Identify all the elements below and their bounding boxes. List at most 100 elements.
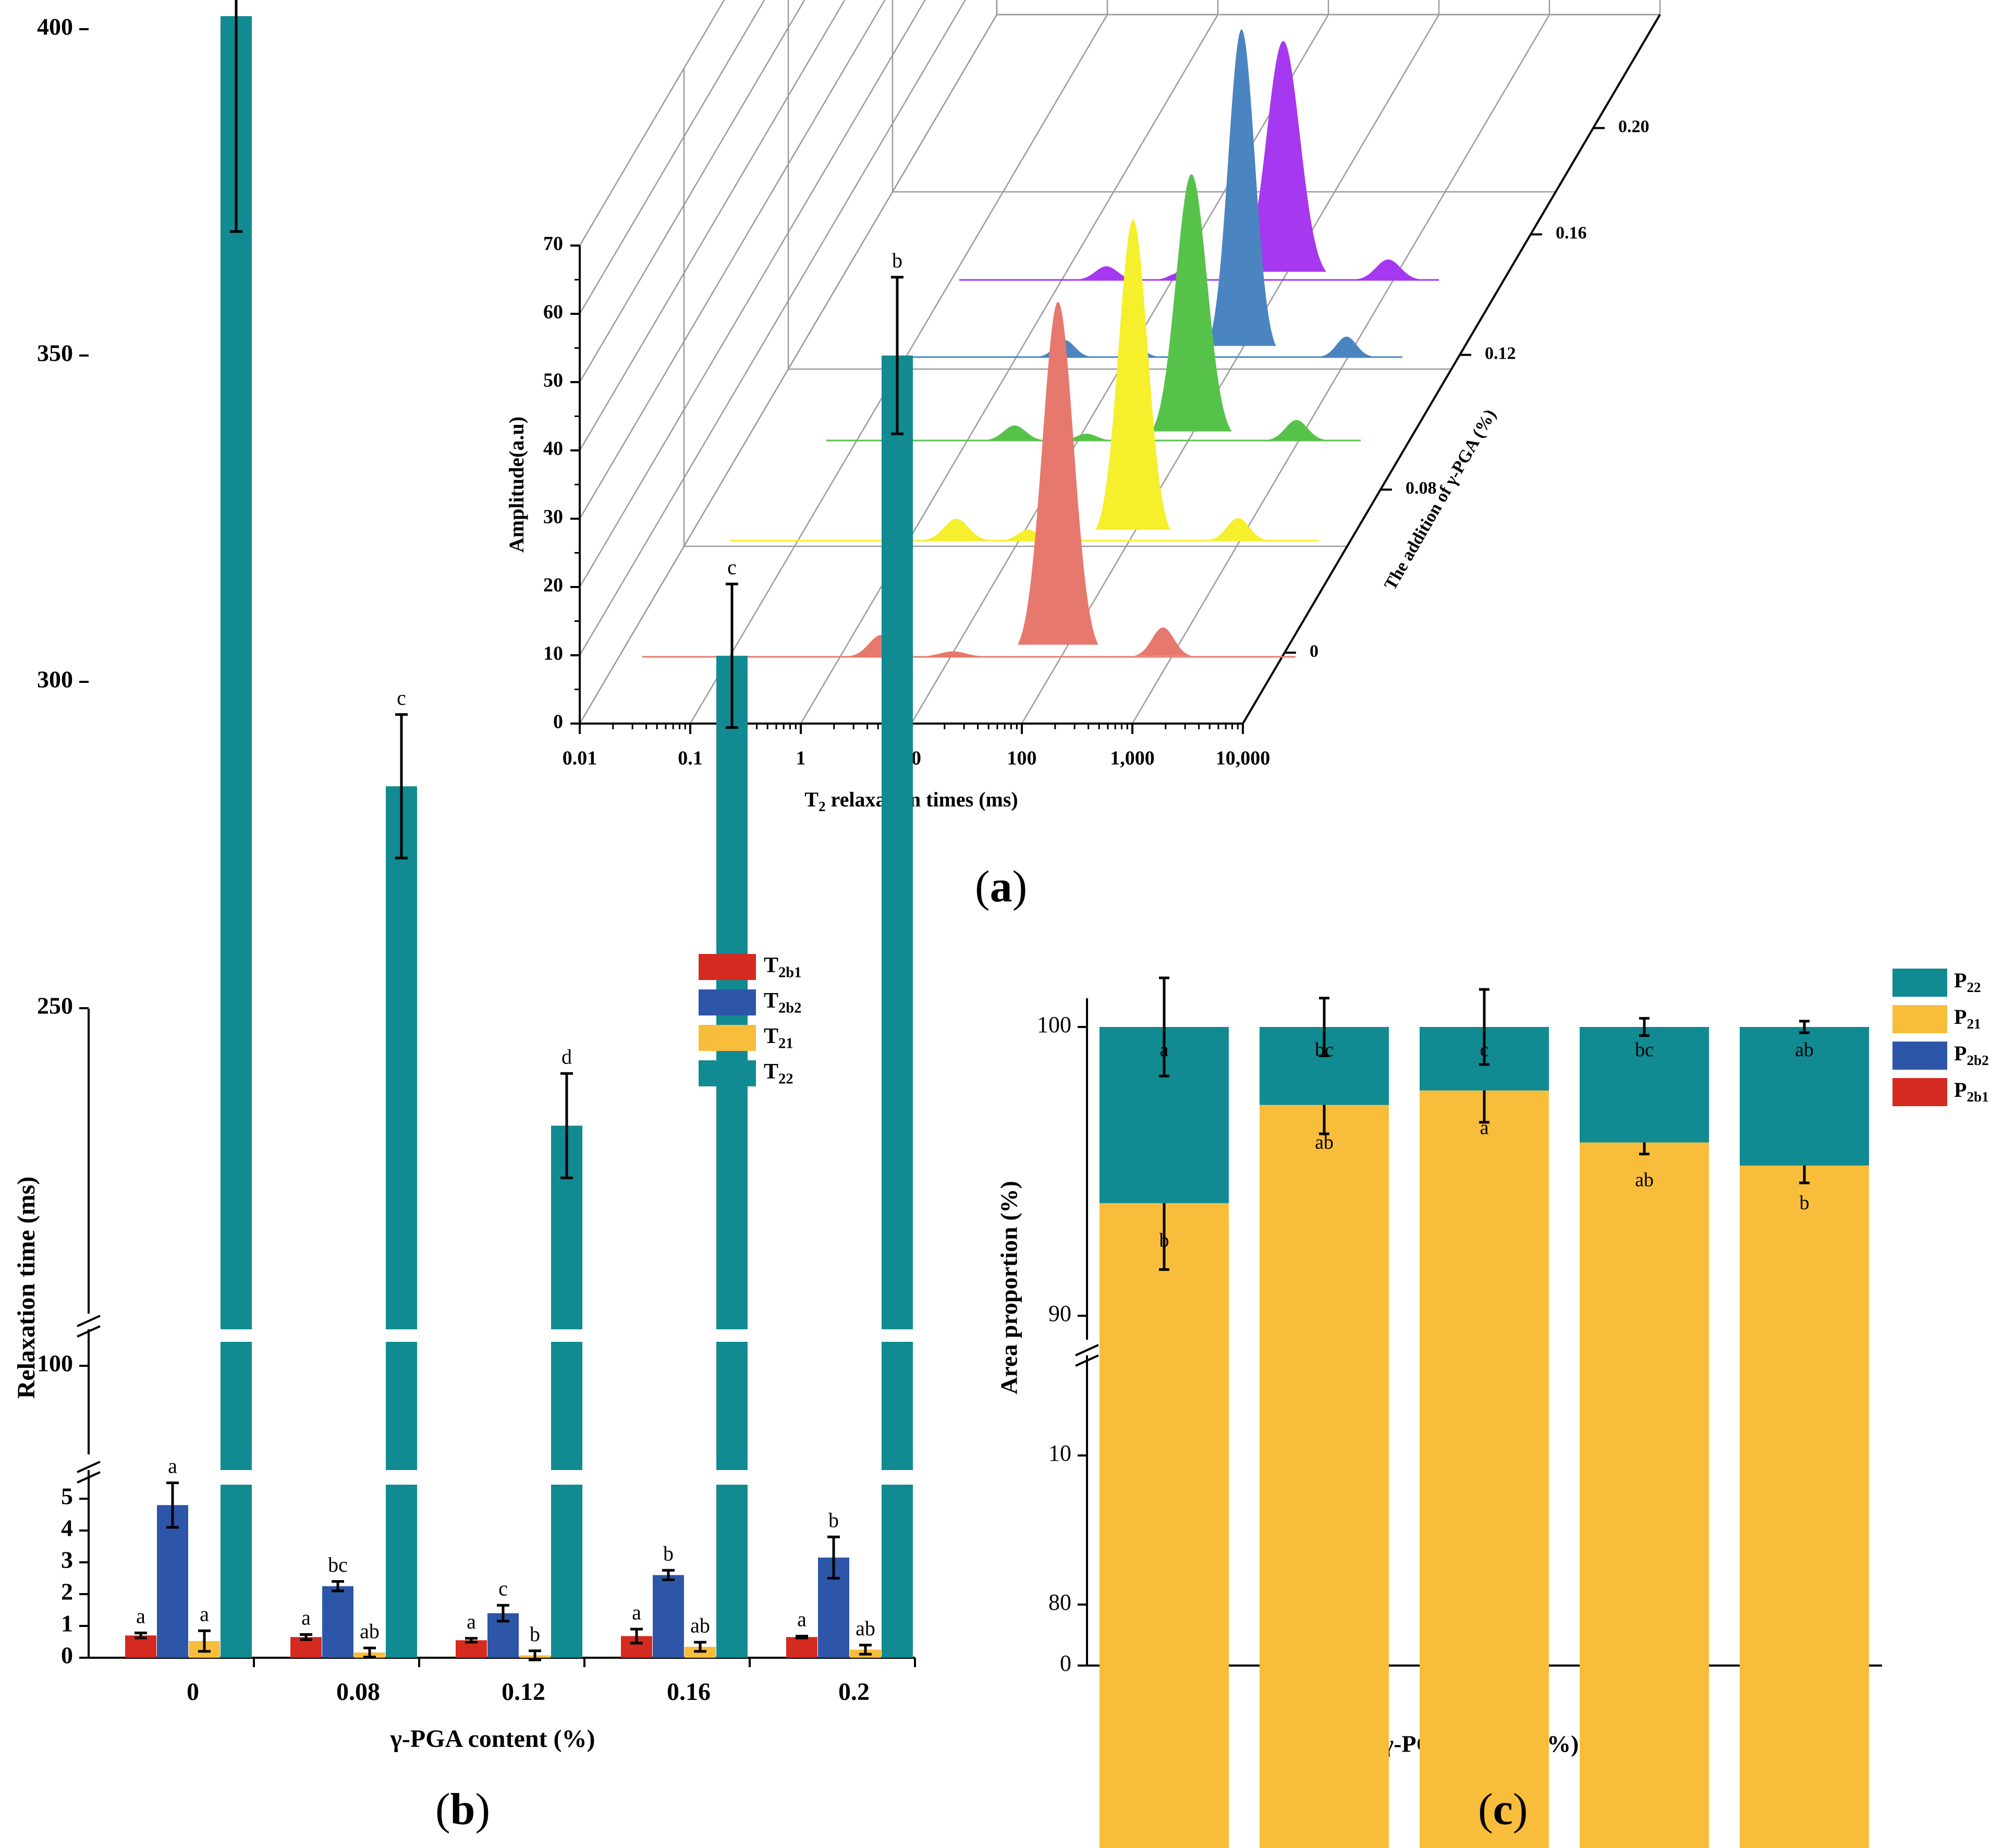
z-tick-label: 0	[1310, 642, 1318, 661]
significance-letter: a	[200, 1602, 209, 1625]
y-tick-label: 90	[1048, 1301, 1071, 1326]
bar-break	[385, 1470, 418, 1485]
y-tick-label: 50	[543, 370, 563, 391]
z-tick-label: 0.16	[1556, 223, 1587, 242]
significance-letter: b	[1159, 1230, 1169, 1252]
bar-break	[715, 1470, 749, 1485]
bar-segment	[1580, 1027, 1709, 1143]
y-tick-label: 10	[1048, 1440, 1071, 1466]
series-peak	[1267, 420, 1325, 440]
series-peak	[1240, 41, 1327, 272]
x-tick-label: 1	[796, 748, 806, 769]
legend-label: P2b1	[1954, 1078, 1989, 1105]
axis-break	[77, 1315, 101, 1327]
y-tick-label: 0	[553, 711, 563, 733]
series-peak	[1078, 266, 1135, 280]
legend-swatch	[699, 989, 756, 1015]
y-tick-label: 300	[37, 666, 73, 693]
bar	[716, 655, 748, 1658]
y-tick-label: 20	[543, 574, 563, 596]
bar-break	[219, 1329, 253, 1342]
x-tick-label: 0	[187, 1678, 199, 1706]
grid-line	[579, 0, 926, 588]
significance-letter: c	[727, 555, 737, 579]
bar-break	[881, 1470, 914, 1485]
y-tick-label: 5	[61, 1483, 73, 1510]
legend-label: T2b2	[764, 989, 801, 1017]
series-peak	[1095, 219, 1171, 530]
y-axis-title: Relaxation time (ms)	[13, 1177, 40, 1399]
x-tick-label: 0.2	[838, 1678, 870, 1706]
panel-c-label: (c)	[1478, 1784, 1528, 1834]
significance-letter: a	[632, 1600, 641, 1624]
grid-line	[579, 0, 886, 519]
y-tick-label: 400	[37, 14, 73, 40]
grid-line	[579, 0, 765, 314]
significance-letter: d	[561, 1045, 572, 1068]
bar-segment	[1740, 1165, 1869, 1848]
bar-segment	[1580, 1142, 1709, 1848]
series-peak	[1134, 627, 1192, 656]
series-peak	[1357, 259, 1420, 279]
chart-panel-a: 0102030405060700.010.11101001,00010,000T…	[505, 0, 1661, 814]
y-tick-label: 100	[37, 1350, 73, 1377]
series-peak	[1151, 174, 1232, 432]
legend-swatch	[1892, 1042, 1947, 1070]
y-tick-label: 1	[61, 1610, 73, 1637]
bar	[653, 1575, 684, 1658]
legend-label: P22	[1954, 969, 1981, 995]
significance-letter: b	[828, 1508, 839, 1532]
y-axis-title: Area proportion (%)	[996, 1181, 1022, 1394]
bar	[157, 1505, 188, 1658]
x-tick-label: 1,000	[1110, 748, 1155, 769]
y-tick-label: 60	[543, 301, 563, 323]
x-tick-label: 0.08	[336, 1678, 380, 1706]
bar-break	[881, 1329, 914, 1342]
significance-letter: c	[1480, 1039, 1489, 1061]
legend-swatch	[699, 954, 756, 980]
bar-break	[385, 1329, 418, 1342]
significance-letter: ab	[856, 1617, 875, 1640]
z-tick-label: 0.08	[1406, 479, 1437, 498]
bar	[786, 1637, 817, 1658]
x-tick-label: 0.01	[563, 748, 597, 769]
series-peak	[986, 425, 1044, 440]
axis-break	[77, 1325, 101, 1338]
bar-segment	[1420, 1090, 1549, 1848]
axis-break	[77, 1471, 101, 1484]
axis-break	[1075, 1354, 1099, 1367]
panel-b-label: (b)	[435, 1784, 491, 1834]
legend-label: P21	[1954, 1005, 1981, 1032]
bar	[386, 786, 417, 1658]
x-tick-label: 0.16	[667, 1678, 711, 1706]
legend-label: T2b1	[764, 953, 801, 981]
significance-letter: ab	[360, 1619, 380, 1643]
legend-swatch	[699, 1060, 756, 1086]
axis-break	[77, 1461, 101, 1473]
significance-letter: a	[797, 1608, 807, 1631]
axis-break	[1075, 1344, 1099, 1356]
significance-letter: ab	[690, 1613, 710, 1637]
y-tick-label: 0	[61, 1642, 73, 1669]
z-tick-label: 0.12	[1485, 344, 1516, 363]
series-peak	[1207, 29, 1276, 346]
significance-letter: a	[1480, 1117, 1489, 1139]
grid-line	[800, 0, 1219, 724]
bar-break	[550, 1329, 583, 1342]
y-tick-label: 3	[61, 1547, 73, 1573]
y-tick-label: 30	[543, 506, 563, 528]
significance-letter: b	[1800, 1192, 1810, 1214]
bar	[221, 16, 252, 1658]
significance-letter: a	[301, 1606, 311, 1630]
x-tick-label: 0.12	[502, 1678, 545, 1706]
significance-letter: bc	[1635, 1039, 1654, 1061]
grid-line	[579, 0, 846, 451]
significance-letter: ab	[1635, 1169, 1654, 1191]
y-tick-label: 2	[61, 1578, 73, 1605]
bar	[882, 356, 913, 1658]
series-peak	[924, 519, 988, 540]
panel-a-label: (a)	[975, 861, 1028, 911]
bar-segment	[1100, 1203, 1229, 1848]
significance-letter: b	[530, 1622, 540, 1646]
